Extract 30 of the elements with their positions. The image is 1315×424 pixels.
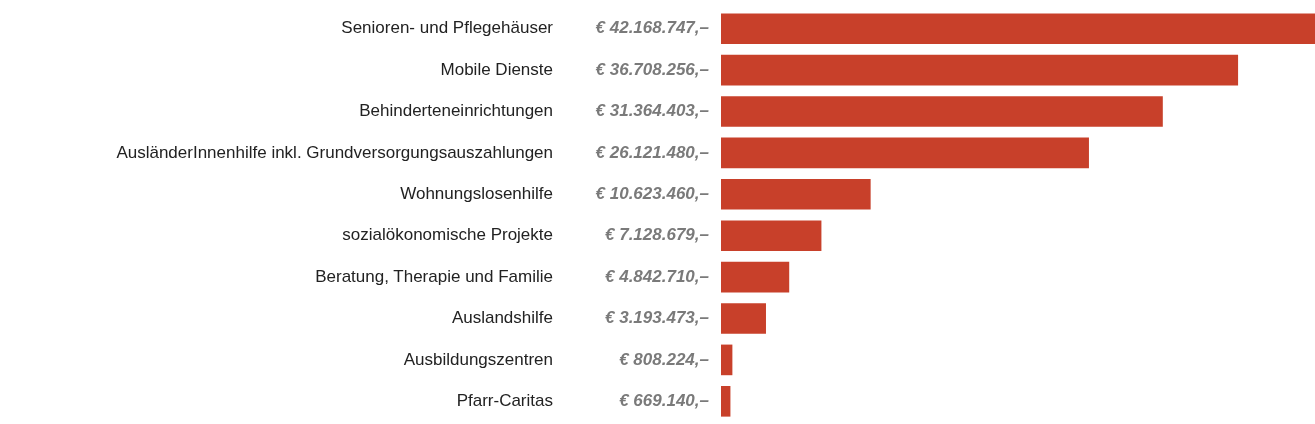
data-label: € 36.708.256,– [595,59,710,79]
y-tick-label: AusländerInnenhilfe inkl. Grundversorgungsauszahlungen [116,142,553,162]
bar [721,303,766,334]
data-label: € 7.128.679,– [605,225,710,245]
data-label: € 26.121.480,– [595,142,710,162]
data-label: € 42.168.747,– [595,18,710,38]
y-tick-label: Beratung, Therapie und Familie [315,266,553,286]
bar [721,344,733,376]
y-tick-label: Senioren- und Pflegehäuser [341,18,554,38]
y-tick-label: Mobile Dienste [440,59,553,79]
data-label: € 31.364.403,– [595,101,710,121]
data-label: € 3.193.473,– [605,308,710,328]
bar [721,13,1315,45]
y-tick-label: Behinderteneinrichtungen [359,101,553,121]
bar [721,385,731,417]
bar [721,220,822,252]
data-label: € 669.140,– [619,390,710,410]
y-tick-label: Wohnungslosenhilfe [400,183,553,203]
bar [721,96,1163,127]
data-label: € 4.842.710,– [605,266,710,286]
bar [721,54,1239,86]
data-label: € 10.623.460,– [595,183,710,203]
y-tick-label: Pfarr-Caritas [456,390,553,410]
y-tick-label: Auslandshilfe [451,308,553,328]
y-tick-label: sozialökonomische Projekte [342,225,553,245]
bar [721,261,790,293]
data-label: € 808.224,– [619,349,710,369]
bar [721,178,871,210]
bar [721,137,1089,169]
y-tick-label: Ausbildungszentren [403,349,553,369]
